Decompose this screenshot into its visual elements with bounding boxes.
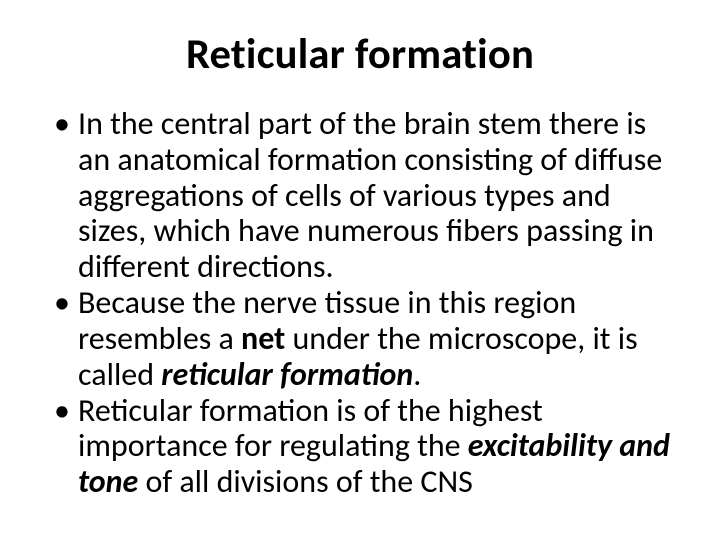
text-run: In the central part of the brain stem th…	[78, 104, 662, 286]
bullet-text: Reticular formation is of the highest im…	[78, 391, 670, 502]
list-item: Reticular formation is of the highest im…	[78, 393, 672, 500]
text-run: of all divisions of the CNS	[138, 462, 473, 501]
text-run: .	[413, 355, 421, 394]
bullet-text: Because the nerve tissue in this region …	[78, 283, 638, 394]
bullet-text: In the central part of the brain stem th…	[78, 104, 662, 286]
text-run: net	[241, 319, 285, 358]
text-run: reticular formation	[161, 355, 413, 394]
bullet-list: In the central part of the brain stem th…	[48, 106, 672, 500]
list-item: In the central part of the brain stem th…	[78, 106, 672, 285]
slide-title: Reticular formation	[48, 28, 672, 80]
list-item: Because the nerve tissue in this region …	[78, 285, 672, 392]
